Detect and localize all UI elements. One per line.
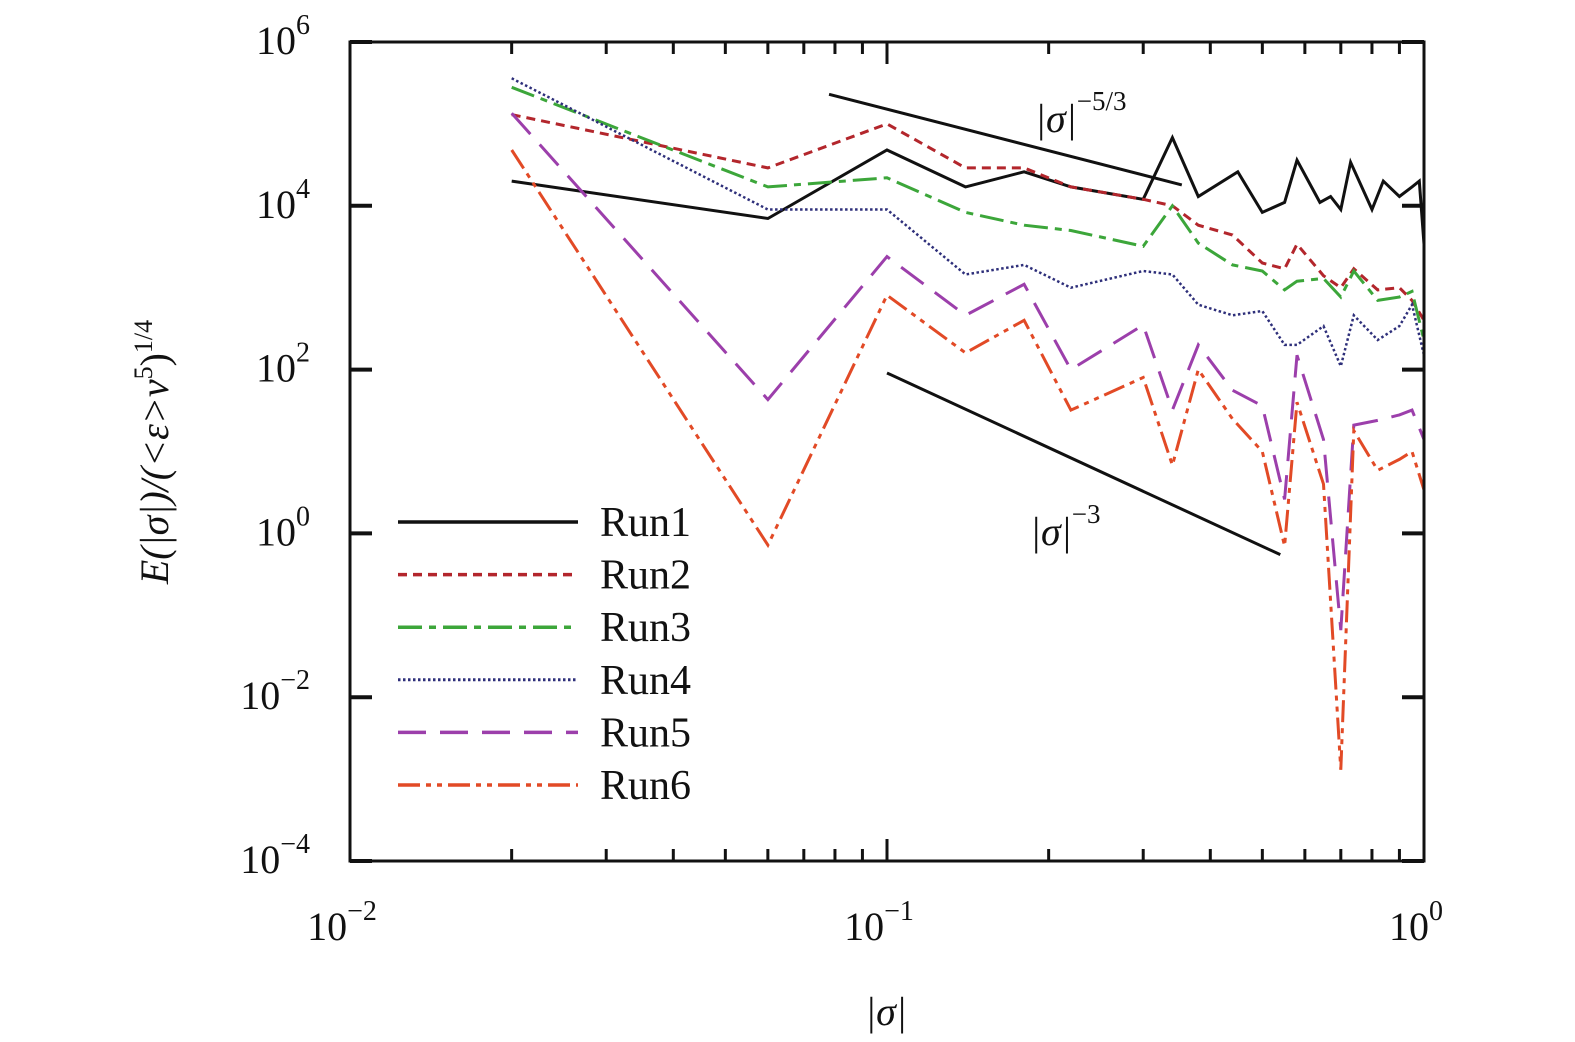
x-axis-label: |σ| <box>865 989 907 1034</box>
y-tick-label: 104 <box>256 174 310 227</box>
legend-item-run5: Run5 <box>398 710 691 756</box>
series-line-run2 <box>511 113 1426 322</box>
series-line-run5 <box>510 112 1426 631</box>
series-line-run3 <box>511 85 1426 341</box>
legend-item-run4: Run4 <box>398 658 691 704</box>
reference-slope-line <box>828 92 1183 187</box>
legend-label: Run3 <box>600 605 691 651</box>
y-tick-label: 100 <box>256 501 310 554</box>
x-tick-label: 10−1 <box>844 896 914 949</box>
reference-slope-line <box>886 371 1281 557</box>
series-line-run4 <box>511 77 1426 371</box>
legend-label: Run1 <box>600 500 691 546</box>
legend-item-run1: Run1 <box>398 500 691 546</box>
reference-slope-label: |σ|−5/3 <box>1035 86 1126 141</box>
legend-label: Run2 <box>600 553 691 599</box>
series-line-run6 <box>510 149 1426 770</box>
y-tick-label: 102 <box>256 338 310 391</box>
legend-item-run6: Run6 <box>398 763 691 809</box>
y-tick-label: 10−2 <box>240 665 310 718</box>
x-tick-label: 100 <box>1389 896 1443 949</box>
reference-slope-label: |σ|−3 <box>1030 499 1100 554</box>
series-line-run1 <box>511 133 1426 245</box>
y-axis-label: E(|σ|)/(<ε>ν5)1/4 <box>129 320 177 585</box>
y-tick-label: 10−4 <box>240 829 310 882</box>
legend-label: Run6 <box>600 763 691 809</box>
plot-frame <box>348 40 1426 863</box>
legend-item-run2: Run2 <box>398 553 691 599</box>
legend-label: Run4 <box>600 658 691 704</box>
legend-label: Run5 <box>600 710 691 756</box>
legend-item-run3: Run3 <box>398 605 691 651</box>
y-tick-label: 106 <box>256 10 310 63</box>
x-tick-label: 10−2 <box>307 896 377 949</box>
